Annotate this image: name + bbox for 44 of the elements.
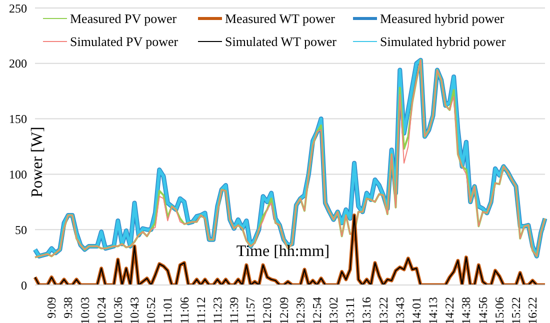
x-axis-title: Time [hh:mm] xyxy=(236,243,330,261)
x-tick-label: 14:38 xyxy=(459,297,474,323)
x-tick-label: 12:03 xyxy=(260,297,274,323)
x-tick-label: 11:01 xyxy=(160,297,175,323)
x-tick-label: 13:11 xyxy=(343,297,358,323)
x-tick-label: 13:22 xyxy=(376,297,390,323)
x-tick-label: 11:57 xyxy=(244,297,258,323)
x-tick-label: 11:06 xyxy=(177,297,192,323)
x-tick-label: 14:01 xyxy=(409,297,424,323)
x-tick-label: 15:06 xyxy=(492,297,506,323)
x-tick-label: 9:09 xyxy=(44,297,59,318)
legend-label: Simulated PV power xyxy=(70,34,178,50)
x-tick-label: 15:22 xyxy=(508,297,523,323)
x-tick-label: 10:36 xyxy=(110,297,125,323)
x-tick-label: 10:43 xyxy=(128,297,142,323)
y-tick-label: 250 xyxy=(9,1,27,16)
x-tick-label: 11:23 xyxy=(210,297,224,323)
y-tick-label: 150 xyxy=(9,112,27,126)
legend-label: Measured hybrid power xyxy=(380,10,504,26)
x-tick-label: 13:16 xyxy=(360,297,374,323)
x-tick-label: 14:56 xyxy=(476,297,490,323)
x-tick-label: 14:22 xyxy=(442,297,457,323)
x-tick-label: 10:24 xyxy=(94,297,108,323)
y-tick-label: 100 xyxy=(9,167,27,182)
y-axis-title: Power [W] xyxy=(29,126,47,198)
x-tick-label: 10:52 xyxy=(144,297,158,323)
legend-label: Simulated hybrid power xyxy=(380,34,506,50)
y-tick-label: 50 xyxy=(15,222,27,237)
y-tick-label: 200 xyxy=(9,56,27,71)
x-tick-label: 12:09 xyxy=(276,297,291,323)
x-tick-label: 13:43 xyxy=(392,297,407,323)
x-tick-label: 16:22 xyxy=(526,297,540,323)
x-tick-label: 12:54 xyxy=(310,297,324,323)
x-tick-label: 10:03 xyxy=(78,297,92,323)
x-tick-label: 11:39 xyxy=(227,297,242,323)
x-tick-label: 9:38 xyxy=(61,297,76,318)
legend-label: Simulated WT power xyxy=(225,34,336,50)
x-tick-label: 13:02 xyxy=(326,297,341,323)
y-tick-label: 0 xyxy=(21,278,27,292)
x-tick-label: 14:13 xyxy=(426,297,440,323)
legend-label: Measured WT power xyxy=(225,10,335,26)
x-tick-label: 11:12 xyxy=(194,297,208,323)
x-tick-label: 12:39 xyxy=(293,297,308,323)
legend-label: Measured PV power xyxy=(70,10,177,26)
